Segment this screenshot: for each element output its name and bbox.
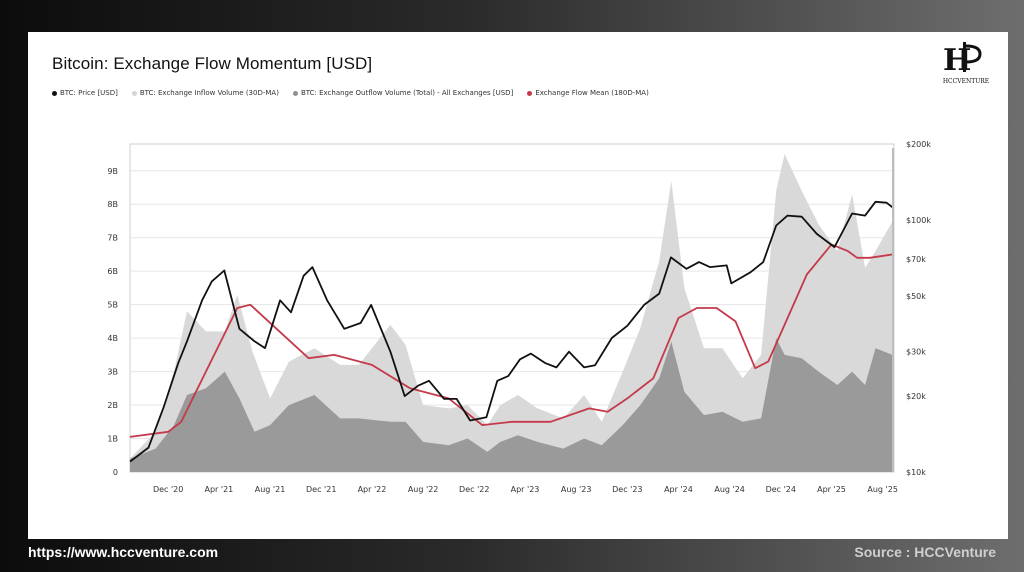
y-tick-label-left: 8B	[107, 200, 118, 209]
x-tick-label: Apr '23	[511, 485, 540, 494]
y-tick-label-right: $30k	[906, 348, 926, 357]
x-tick-label: Aug '24	[714, 485, 745, 494]
x-tick-label: Apr '21	[205, 485, 234, 494]
x-tick-label: Dec '23	[612, 485, 642, 494]
y-tick-label-left: 6B	[107, 267, 118, 276]
x-tick-label: Aug '23	[561, 485, 592, 494]
y-tick-label-right: $50k	[906, 292, 926, 301]
y-tick-label-left: 0	[113, 468, 118, 477]
y-tick-label-left: 3B	[107, 368, 118, 377]
y-tick-label-right: $70k	[906, 255, 926, 264]
y-tick-label-right: $100k	[906, 216, 931, 225]
x-tick-label: Dec '21	[306, 485, 336, 494]
x-tick-label: Dec '24	[766, 485, 796, 494]
x-tick-label: Apr '25	[817, 485, 846, 494]
x-tick-label: Apr '24	[664, 485, 693, 494]
y-tick-label-right: $10k	[906, 468, 926, 477]
y-tick-label-left: 1B	[107, 435, 118, 444]
website-url[interactable]: https://www.hccventure.com	[28, 544, 218, 560]
y-tick-label-left: 9B	[107, 167, 118, 176]
y-tick-label-left: 5B	[107, 301, 118, 310]
x-tick-label: Aug '21	[255, 485, 286, 494]
chart-plot: 0 1B 2B 3B 4B 5B 6B 7B 8B 9B $10k $20k $30k $50k $70k $…	[28, 32, 1008, 539]
chart-card: Bitcoin: Exchange Flow Momentum [USD] BT…	[28, 32, 1008, 539]
y-tick-label-left: 7B	[107, 234, 118, 243]
x-tick-label: Dec '22	[459, 485, 489, 494]
y-tick-label-right: $200k	[906, 140, 931, 149]
x-tick-label: Aug '22	[408, 485, 439, 494]
source-credit: Source : HCCVenture	[854, 544, 996, 560]
x-tick-label: Apr '22	[358, 485, 387, 494]
y-tick-label-right: $20k	[906, 392, 926, 401]
y-tick-label-left: 2B	[107, 401, 118, 410]
x-tick-label: Aug '25	[867, 485, 898, 494]
x-tick-label: Dec '20	[153, 485, 183, 494]
y-tick-label-left: 4B	[107, 334, 118, 343]
